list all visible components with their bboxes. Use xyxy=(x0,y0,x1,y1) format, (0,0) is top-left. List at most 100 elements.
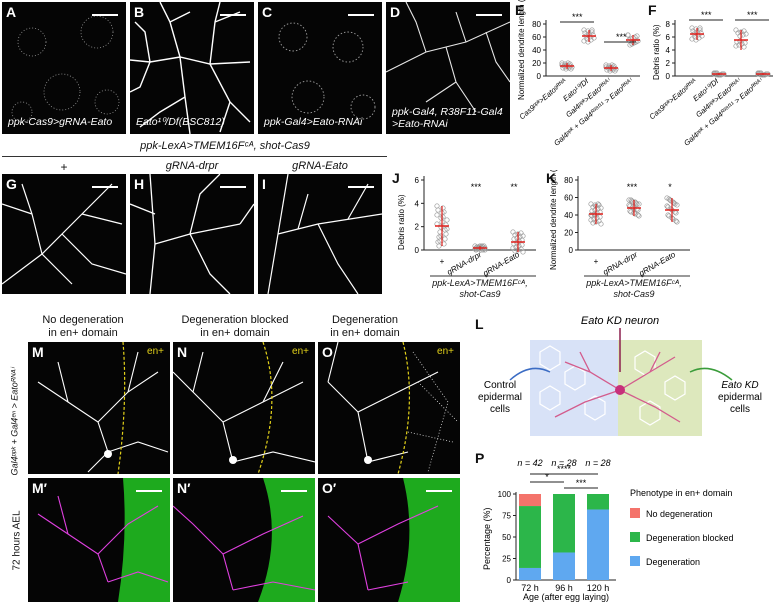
panel-label: M′ xyxy=(32,480,48,496)
data-point xyxy=(603,64,609,70)
panel-label: I xyxy=(262,176,266,192)
x-axis-label: Age (after egg laying) xyxy=(523,592,609,602)
panel-label: N xyxy=(177,344,188,360)
x-tick-label: gRNA-drpr xyxy=(601,250,639,277)
en-tag: en+ xyxy=(147,346,164,357)
data-point xyxy=(598,221,604,227)
scale-bar xyxy=(136,490,162,492)
bar-segment xyxy=(519,567,541,580)
chart-K: Normalized dendrite length (×10⁻³ µm⁻¹) … xyxy=(549,170,690,278)
y-tick-label: 60 xyxy=(532,33,541,42)
panel-N: N en+ xyxy=(173,342,315,474)
data-point xyxy=(516,238,522,244)
y-tick-label: 0 xyxy=(507,576,512,585)
y-tick-label: 0 xyxy=(537,72,542,81)
data-point xyxy=(741,44,747,50)
n-label: n = 28 xyxy=(551,458,576,468)
panel-label: G xyxy=(6,176,17,192)
panel-B: B Eato¹⁰/Df(BSC812) xyxy=(130,2,254,134)
ghi-header-rule xyxy=(2,156,387,157)
y-tick-label: 4 xyxy=(666,46,671,55)
scale-bar xyxy=(476,14,502,16)
bar-segment xyxy=(553,494,575,553)
data-point xyxy=(511,236,517,242)
data-point xyxy=(520,249,526,255)
y-tick-label: 80 xyxy=(532,20,541,29)
data-point xyxy=(628,197,634,203)
dendrite-image-D xyxy=(386,2,510,113)
diagram-L: Eato KD neuron Control epidermal cells Eat… xyxy=(478,315,762,436)
side-label-bottom: 72 hours AEL xyxy=(12,481,23,570)
panel-label: C xyxy=(262,4,273,20)
y-tick-label: 40 xyxy=(532,46,541,55)
data-point xyxy=(443,231,449,237)
data-point xyxy=(442,236,448,242)
sig-label: *** xyxy=(572,12,583,22)
dendrite-image-B xyxy=(130,2,251,134)
y-axis-label: Debris ratio (%) xyxy=(652,24,661,80)
scale-bar xyxy=(92,14,118,16)
bar-segment xyxy=(587,509,609,580)
bar-segment xyxy=(519,494,541,507)
data-point xyxy=(594,210,600,216)
panel-title: No degeneration in en+ domain xyxy=(42,314,124,339)
panel-label: A xyxy=(6,4,17,20)
panel-label: O′ xyxy=(322,480,337,496)
y-tick-label: 2 xyxy=(666,59,671,68)
bar-segment xyxy=(553,552,575,580)
x-tick-label: 120 h xyxy=(587,583,610,593)
panel-label: P xyxy=(475,450,485,466)
x-tick-label: + xyxy=(440,257,445,266)
scale-bar xyxy=(220,14,246,16)
dendrite-image-G xyxy=(2,183,126,285)
panel-label: H xyxy=(134,176,145,192)
data-point xyxy=(697,25,703,31)
data-point xyxy=(693,37,699,43)
dendrite-image-N xyxy=(173,342,315,474)
sig-label: **** xyxy=(557,464,572,474)
control-label: Control epidermal cells xyxy=(478,380,522,415)
sig-label: *** xyxy=(471,182,482,192)
y-tick-label: 25 xyxy=(502,555,511,564)
chart-J: Debris ratio (%) 0 2 4 6 *** ** + gRNA-drpr… xyxy=(397,176,536,278)
chart-P: n = 42 n = 28 n = 28 Percentage (%) 0 25 5… xyxy=(482,458,734,602)
y-tick-label: 4 xyxy=(415,199,420,208)
y-tick-label: 75 xyxy=(502,512,511,521)
x-tick-label: Cas9ᵖᵖᵏ>Eatoᵍᴿᴺᴬ xyxy=(647,76,698,121)
panel-title: Degeneration in en+ domain xyxy=(330,314,400,339)
x-tick-label: + xyxy=(594,257,599,266)
data-point xyxy=(673,210,679,216)
data-point xyxy=(444,226,450,232)
data-point xyxy=(436,243,442,249)
neuron-label: Eato KD neuron xyxy=(581,315,659,327)
genotype-caption: ppk-Gal4>Eato-RNAi xyxy=(264,116,363,128)
scale-bar xyxy=(426,490,452,492)
panel-D: D ppk-Gal4, R38F11-Gal4 >Eato-RNAi xyxy=(386,2,510,134)
data-point xyxy=(434,212,440,218)
data-point xyxy=(440,214,446,220)
data-point xyxy=(630,204,636,210)
scale-bar xyxy=(281,490,307,492)
data-point xyxy=(743,31,749,37)
scale-bar xyxy=(220,186,246,188)
y-tick-label: 50 xyxy=(502,533,511,542)
x-tick-label: gRNA-drpr xyxy=(445,250,483,277)
panel-O: O en+ xyxy=(318,342,460,474)
sig-label: * xyxy=(545,472,549,482)
y-axis-label: Normalized dendrite length (×10⁻³ µm⁻¹) xyxy=(517,0,526,100)
data-point xyxy=(607,68,613,74)
data-point xyxy=(559,62,565,68)
sig-label: ** xyxy=(510,182,518,192)
data-point xyxy=(625,32,631,38)
data-point xyxy=(670,199,676,205)
x-tick-label: gRNA-Eato xyxy=(637,250,677,278)
n-label: n = 28 xyxy=(585,458,610,468)
kd-label: Eato KD epidermal cells xyxy=(718,380,762,415)
data-point xyxy=(664,203,670,209)
en-tag: en+ xyxy=(292,346,309,357)
x-tick-label: 96 h xyxy=(555,583,573,593)
panel-label: N′ xyxy=(177,480,191,496)
panel-N-prime: N′ xyxy=(173,478,315,602)
dendrite-image-M xyxy=(37,342,169,474)
data-point xyxy=(481,246,487,252)
